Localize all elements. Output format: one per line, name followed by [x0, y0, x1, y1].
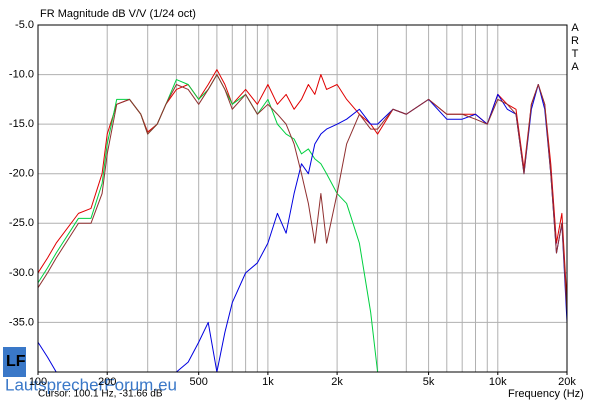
x-tick-label: 100 — [29, 376, 47, 388]
watermark: LautsprecherForum.eu — [5, 375, 177, 394]
x-tick-label: 5k — [423, 376, 435, 388]
cursor-readout: Cursor: 100.1 Hz, -31.66 dB — [38, 389, 163, 400]
y-tick-label: -35.0 — [9, 316, 34, 328]
y-tick-label: -15.0 — [9, 118, 34, 130]
grid — [37, 24, 568, 372]
y-tick-label: -10.0 — [9, 68, 34, 80]
y-tick-label: -25.0 — [9, 217, 34, 229]
x-tick-label: 500 — [190, 376, 208, 388]
logo-box — [3, 347, 26, 377]
y-tick-label: -20.0 — [9, 168, 34, 180]
y-tick-label: -5.0 — [15, 19, 34, 31]
x-tick-label: 10k — [489, 376, 507, 388]
logo: LF — [3, 347, 26, 377]
plot-lines — [38, 69, 567, 372]
x-tick-label: 2k — [331, 376, 343, 388]
y-tick-label: -30.0 — [9, 267, 34, 279]
x-tick-label: 200 — [98, 376, 116, 388]
x-tick-label: 20k — [558, 376, 576, 388]
logo-mark: LF — [6, 353, 26, 370]
plot-frame — [37, 24, 568, 373]
series-line — [38, 74, 567, 313]
chart-title: FR Magnitude dB V/V (1/24 oct) — [40, 8, 196, 20]
x-tick-label: 1k — [262, 376, 274, 388]
brand: ARTA — [569, 22, 581, 74]
x-axis-label: Frequency (Hz) — [508, 388, 584, 400]
